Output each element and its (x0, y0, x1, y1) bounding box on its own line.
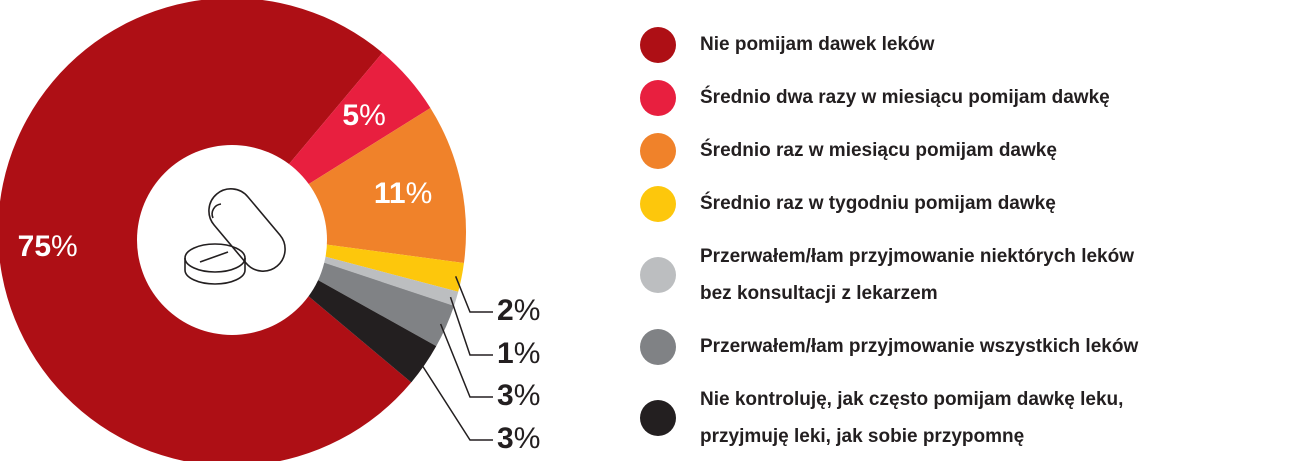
leader-line (454, 276, 493, 313)
legend-item: Nie kontroluję, jak często pomijam dawkę… (640, 381, 1280, 455)
legend-swatch (640, 26, 676, 63)
value-label: 5% (342, 99, 385, 132)
leader-line (449, 296, 493, 356)
legend-label: Średnio dwa razy w miesiącu pomijam dawk… (700, 87, 1110, 108)
legend-swatch (640, 257, 676, 293)
value-label: 75% (18, 230, 78, 263)
leader-line (419, 361, 493, 441)
donut-hole (137, 145, 327, 335)
legend-label: Przerwałem/łam przyjmowanie wszystkich l… (700, 336, 1139, 357)
legend-swatch (640, 132, 676, 169)
donut-chart: 75% 5% 11% 2% 1% 3% 3% (0, 0, 540, 461)
value-label: 3% (497, 422, 540, 455)
legend-item: Średnio raz w tygodniu pomijam dawkę (640, 185, 1280, 222)
legend: Nie pomijam dawek leków Średnio dwa razy … (640, 26, 1280, 455)
legend-swatch (640, 79, 676, 116)
value-label: 1% (497, 337, 540, 370)
legend-item: Nie pomijam dawek leków (640, 26, 1280, 63)
legend-swatch (640, 185, 676, 222)
legend-item: Średnio dwa razy w miesiącu pomijam dawk… (640, 79, 1280, 116)
legend-label: Przerwałem/łam przyjmowanie niektórych l… (700, 246, 1134, 304)
legend-label: Nie kontroluję, jak często pomijam dawkę… (700, 389, 1124, 447)
leader-line (439, 323, 493, 398)
legend-swatch (640, 400, 676, 436)
legend-label: Nie pomijam dawek leków (700, 34, 935, 55)
legend-item: Średnio raz w miesiącu pomijam dawkę (640, 132, 1280, 169)
legend-swatch (640, 328, 676, 365)
legend-item: Przerwałem/łam przyjmowanie wszystkich l… (640, 328, 1280, 365)
value-label: 11% (374, 177, 432, 210)
value-label: 2% (497, 294, 540, 327)
pill-icon (184, 188, 286, 285)
legend-label: Średnio raz w miesiącu pomijam dawkę (700, 140, 1057, 161)
value-label: 3% (497, 379, 540, 412)
legend-label: Średnio raz w tygodniu pomijam dawkę (700, 193, 1056, 214)
legend-item: Przerwałem/łam przyjmowanie niektórych l… (640, 238, 1280, 312)
